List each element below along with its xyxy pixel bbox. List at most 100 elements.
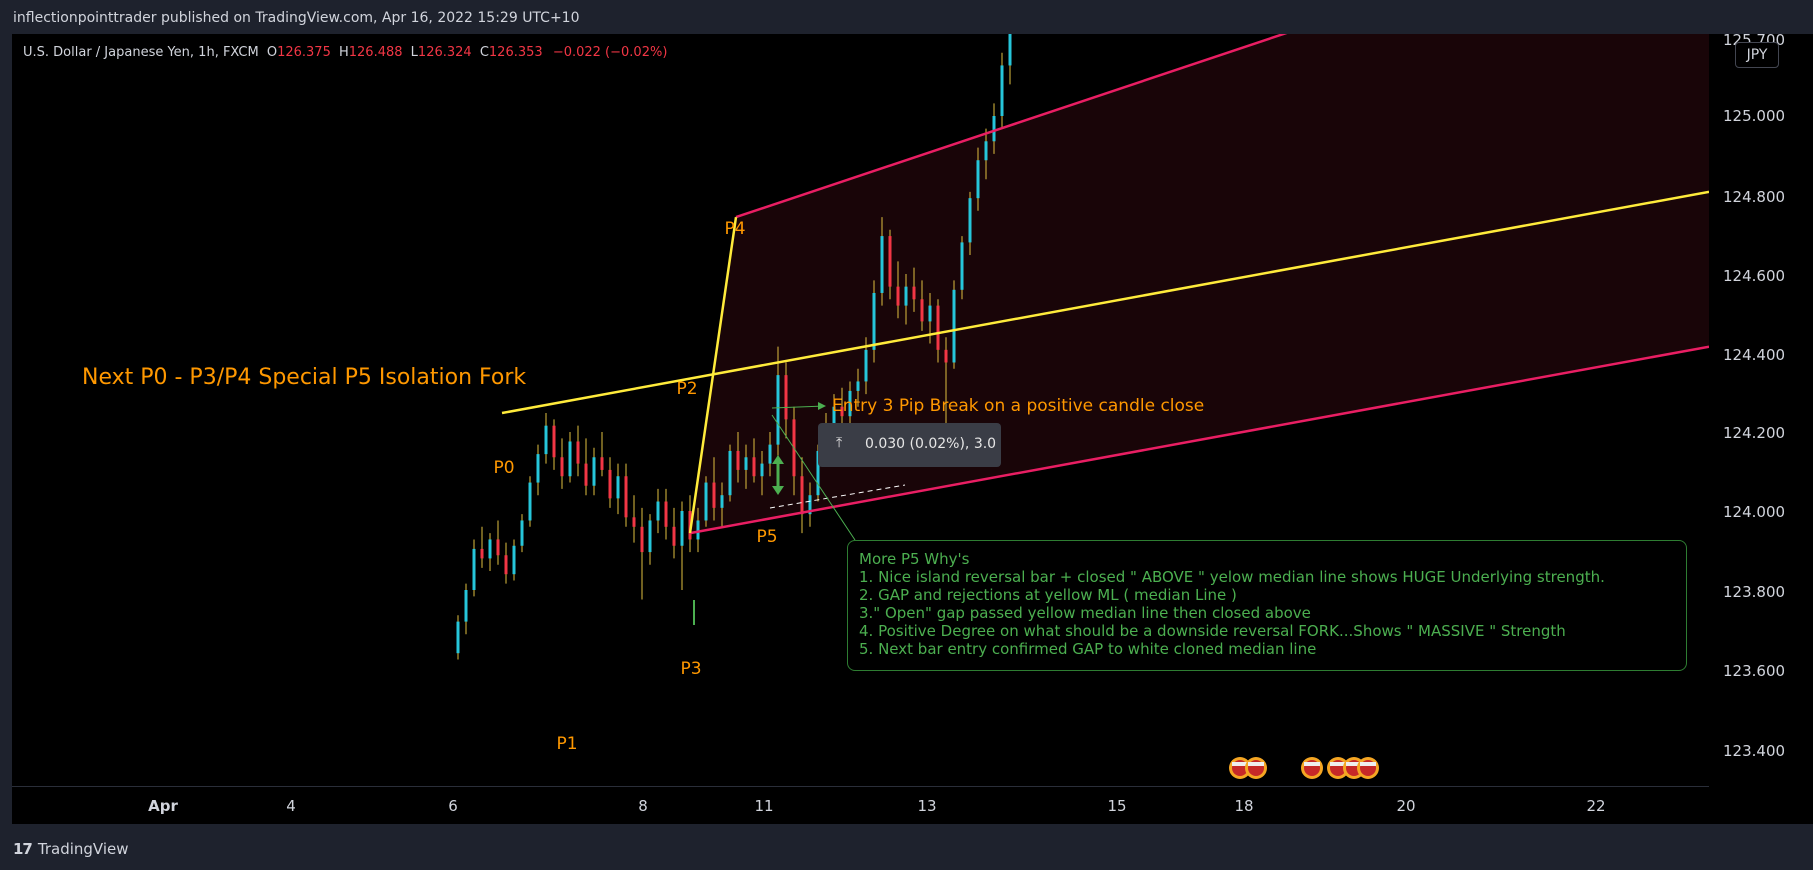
entry-arrow (771, 405, 826, 409)
candle-body (960, 242, 964, 290)
candle (528, 476, 532, 527)
pivot-label: P4 (724, 219, 745, 239)
time-axis[interactable] (12, 786, 1709, 825)
event-flag-icon (1245, 757, 1267, 779)
candle (776, 346, 780, 458)
price-tick-label: 125.000 (1723, 107, 1785, 125)
open-value: 126.375 (277, 45, 331, 60)
candle-body (640, 526, 644, 553)
price-tick-label: 123.800 (1723, 583, 1785, 601)
candle-body (552, 425, 556, 458)
candle (872, 280, 876, 363)
currency-badge[interactable]: JPY (1735, 42, 1779, 68)
candle (952, 280, 956, 369)
change-value: −0.022 (−0.02%) (552, 45, 668, 60)
candle (904, 274, 908, 325)
candle (672, 507, 676, 559)
price-tick-label: 124.400 (1723, 346, 1785, 364)
note-callout[interactable]: More P5 Why's 1. Nice island reversal ba… (847, 540, 1687, 671)
candle-body (1008, 34, 1012, 66)
price-tick-label: 124.000 (1723, 503, 1785, 521)
candle (632, 495, 636, 543)
footer: 17 TradingView (0, 824, 1813, 870)
candle (536, 444, 540, 496)
candle (728, 444, 732, 502)
price-tick-label: 124.800 (1723, 188, 1785, 206)
candle (552, 419, 556, 470)
candle (880, 217, 884, 306)
pivot-label: P0 (493, 458, 514, 478)
candle (640, 507, 644, 600)
candle-body (768, 444, 772, 464)
candle-body (888, 236, 892, 287)
candle-body (976, 160, 980, 199)
event-flag-icon (1327, 757, 1349, 779)
candle-body (1017, 0, 1020, 2)
candle (496, 520, 500, 565)
event-flag-stripe (1330, 762, 1346, 766)
candle (616, 463, 620, 515)
candle (960, 236, 964, 300)
candle (936, 299, 940, 363)
upper-fork-line (735, 34, 1288, 219)
candle-body (696, 520, 700, 540)
candle (472, 539, 476, 597)
candle (608, 457, 612, 508)
time-tick-label: 15 (1107, 797, 1126, 815)
candle (712, 457, 716, 521)
note-line: 3." Open" gap passed yellow median line … (859, 604, 1311, 622)
candle-body (456, 621, 460, 654)
candle-body (928, 305, 932, 322)
candle (584, 438, 588, 496)
candle-body (504, 555, 508, 575)
measure-icon: ⤒ (836, 435, 843, 451)
candle (544, 413, 548, 464)
candle-body (872, 292, 876, 350)
candle (760, 450, 764, 496)
candle-body (592, 457, 596, 486)
candle (512, 539, 516, 581)
tradingview-logo[interactable]: 17 TradingView (13, 840, 129, 858)
candle (1017, 0, 1020, 21)
measure-tooltip[interactable]: ⤒ 0.030 (0.02%), 3.0 (818, 423, 1001, 467)
candle (800, 457, 804, 534)
price-axis[interactable] (1709, 34, 1813, 824)
event-flag-stripe (1248, 762, 1264, 766)
candle (664, 488, 668, 540)
candle (808, 482, 812, 527)
pivot-label: P3 (680, 659, 701, 679)
low-label: L (410, 45, 418, 60)
candle-body (784, 375, 788, 420)
event-flag-stripe (1232, 762, 1248, 766)
time-tick-label: 8 (638, 797, 648, 815)
fork-title-annotation[interactable]: Next P0 - P3/P4 Special P5 Isolation For… (82, 365, 527, 390)
candle-body (656, 501, 660, 521)
candle-body (944, 349, 948, 363)
candle-body (880, 236, 884, 293)
candle (912, 267, 916, 312)
candle (560, 438, 564, 489)
candle-body (496, 539, 500, 556)
time-tick-label: 22 (1586, 797, 1605, 815)
measure-value: 0.030 (0.02%), 3.0 (865, 436, 997, 452)
candle (464, 583, 468, 635)
pivot-label: P2 (676, 379, 697, 399)
price-tick-label: 123.400 (1723, 742, 1785, 760)
candle-body (992, 116, 996, 142)
candle-body (720, 495, 724, 508)
time-tick-label: 11 (754, 797, 773, 815)
candle-body (744, 457, 748, 470)
candle (896, 261, 900, 319)
brand-name: TradingView (37, 840, 129, 858)
candle-body (984, 141, 988, 161)
note-line: 4. Positive Degree on what should be a d… (859, 622, 1566, 640)
candle (592, 447, 596, 496)
candle (784, 362, 788, 439)
top-bar: inflectionpointtrader published on Tradi… (0, 0, 1813, 34)
entry-annotation[interactable]: Entry 3 Pip Break on a positive candle c… (832, 396, 1205, 416)
candle-body (512, 545, 516, 575)
close-value: 126.353 (488, 45, 543, 60)
pitchfork-fill (690, 34, 1709, 534)
candle-body (632, 517, 636, 527)
